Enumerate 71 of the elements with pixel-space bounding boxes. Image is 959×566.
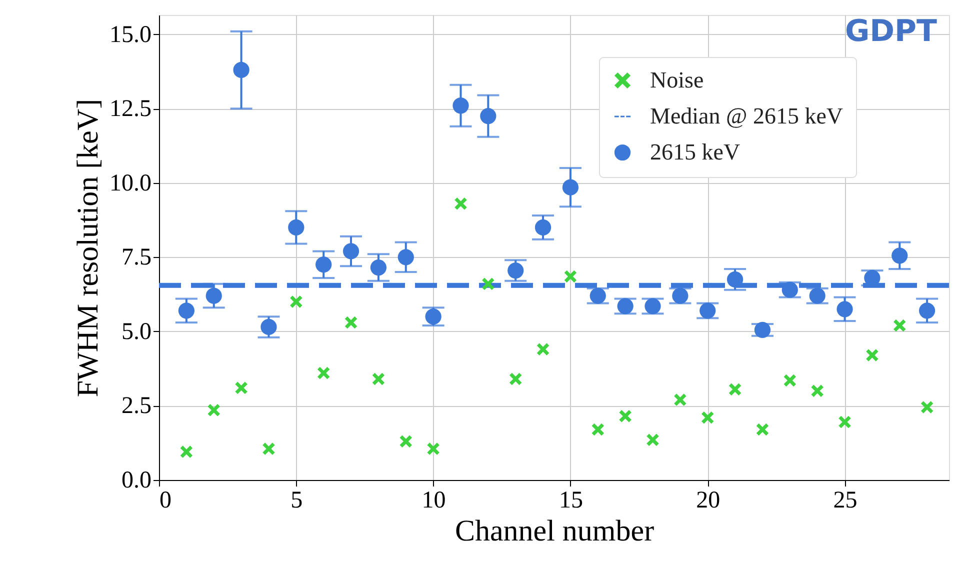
y-tick-label: 7.5	[122, 244, 152, 271]
point	[509, 372, 522, 386]
point	[262, 442, 275, 455]
x-tick-label: 20	[696, 488, 720, 514]
point	[398, 249, 414, 266]
point	[180, 446, 193, 458]
point	[836, 301, 853, 318]
point	[178, 302, 194, 319]
point	[756, 423, 769, 436]
y-tick-label: 10.0	[110, 170, 152, 196]
y-tick-label: 2.5	[122, 393, 152, 420]
point	[452, 98, 469, 114]
point	[918, 302, 936, 319]
point	[920, 401, 934, 414]
y-tick-label: 5.0	[122, 318, 152, 345]
point	[317, 366, 330, 380]
x-axis-title: Channel number	[454, 514, 654, 548]
point	[617, 298, 634, 314]
point	[590, 288, 606, 304]
point	[894, 319, 906, 332]
point	[233, 62, 250, 78]
point	[644, 298, 661, 314]
point	[784, 374, 796, 387]
y-axis-title: FWHM resolution [keV]	[72, 98, 104, 398]
point	[208, 404, 220, 416]
point	[370, 260, 387, 276]
y-tick-label: 12.5	[110, 96, 152, 122]
point	[344, 316, 358, 329]
point	[701, 411, 714, 424]
x-tick-label: 5	[290, 488, 303, 514]
point	[811, 384, 824, 397]
point	[534, 219, 552, 236]
point	[728, 383, 742, 396]
point	[726, 271, 744, 288]
x-tick-label: 15	[558, 488, 583, 514]
point	[562, 179, 579, 196]
point	[316, 256, 332, 273]
legend-label: Median @ 2615 keV	[650, 104, 844, 128]
x-tick-label: 25	[833, 488, 858, 514]
point	[892, 248, 908, 264]
point	[288, 219, 304, 236]
point	[782, 282, 798, 298]
point	[454, 198, 467, 210]
point	[754, 322, 771, 338]
point	[206, 288, 222, 304]
point	[700, 302, 716, 319]
point	[235, 382, 248, 394]
y-tick-label: 0.0	[122, 468, 152, 494]
legend-label: 2615 keV	[650, 140, 740, 164]
point	[674, 394, 686, 406]
point	[866, 349, 878, 362]
annotation: GDPT	[845, 14, 938, 49]
point	[564, 270, 577, 283]
point	[427, 442, 440, 455]
point	[480, 108, 496, 124]
point	[482, 278, 494, 290]
legend-label: Noise	[650, 68, 704, 92]
point	[646, 434, 659, 446]
point	[290, 296, 302, 308]
point	[809, 288, 826, 304]
point	[400, 435, 412, 448]
point	[592, 423, 604, 436]
point	[838, 416, 851, 428]
point	[619, 410, 632, 422]
point	[672, 288, 688, 304]
point	[342, 243, 360, 260]
point	[372, 372, 385, 386]
point	[536, 343, 550, 356]
x-tick-label: 10	[422, 488, 446, 514]
x-tick-label: 0	[160, 488, 172, 514]
y-tick-label: 15.0	[110, 22, 152, 48]
